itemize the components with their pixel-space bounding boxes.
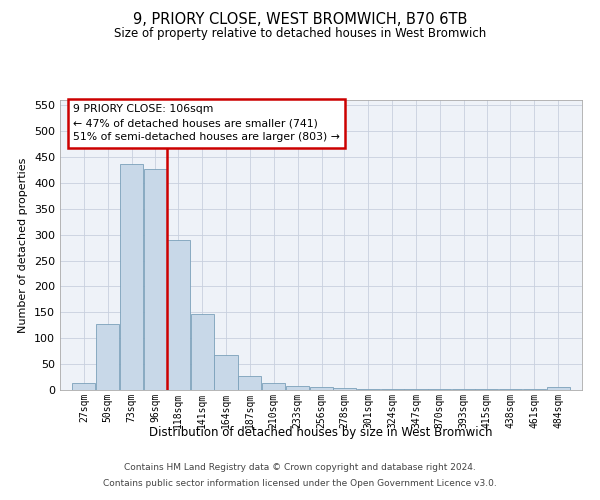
Bar [191, 314, 214, 390]
Text: Distribution of detached houses by size in West Bromwich: Distribution of detached houses by size … [149, 426, 493, 439]
Text: Size of property relative to detached houses in West Bromwich: Size of property relative to detached ho… [114, 28, 486, 40]
Bar [72, 384, 95, 390]
Bar [96, 324, 119, 390]
Bar [214, 355, 238, 390]
Bar [333, 388, 356, 390]
Text: 9 PRIORY CLOSE: 106sqm
← 47% of detached houses are smaller (741)
51% of semi-de: 9 PRIORY CLOSE: 106sqm ← 47% of detached… [73, 104, 340, 142]
Text: Contains HM Land Registry data © Crown copyright and database right 2024.: Contains HM Land Registry data © Crown c… [124, 464, 476, 472]
Bar [144, 169, 167, 390]
Text: Contains public sector information licensed under the Open Government Licence v3: Contains public sector information licen… [103, 478, 497, 488]
Bar [356, 389, 380, 390]
Bar [262, 384, 286, 390]
Bar [310, 388, 333, 390]
Bar [167, 240, 190, 390]
Bar [547, 388, 570, 390]
Bar [238, 376, 262, 390]
Bar [120, 164, 143, 390]
Text: 9, PRIORY CLOSE, WEST BROMWICH, B70 6TB: 9, PRIORY CLOSE, WEST BROMWICH, B70 6TB [133, 12, 467, 28]
Bar [286, 386, 309, 390]
Y-axis label: Number of detached properties: Number of detached properties [19, 158, 28, 332]
